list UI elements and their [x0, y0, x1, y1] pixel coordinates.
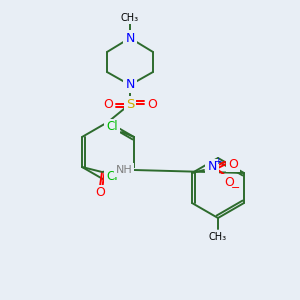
- Text: CH₃: CH₃: [209, 232, 227, 242]
- Text: N: N: [125, 79, 135, 92]
- Text: O: O: [224, 176, 234, 188]
- Text: O: O: [95, 187, 105, 200]
- Text: CH₃: CH₃: [121, 13, 139, 23]
- Text: Cl: Cl: [106, 121, 118, 134]
- Text: N: N: [207, 160, 217, 173]
- Text: +: +: [214, 157, 222, 166]
- Text: O: O: [228, 158, 238, 170]
- Text: N: N: [125, 32, 135, 44]
- Text: O: O: [103, 98, 113, 110]
- Text: −: −: [231, 183, 241, 193]
- Text: NH: NH: [116, 165, 132, 175]
- Text: Cl: Cl: [106, 170, 118, 184]
- Text: O: O: [147, 98, 157, 110]
- Text: S: S: [126, 98, 134, 110]
